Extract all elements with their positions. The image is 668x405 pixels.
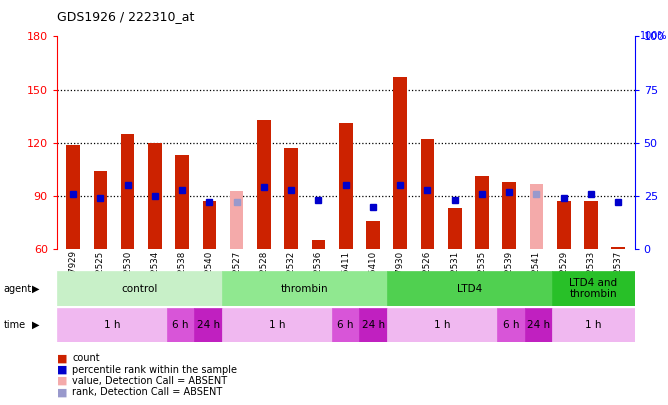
Bar — [257, 120, 271, 249]
Bar — [230, 191, 243, 249]
Bar — [148, 143, 162, 249]
Text: ■: ■ — [57, 354, 67, 363]
Bar — [222, 308, 332, 342]
Bar — [552, 271, 635, 306]
Bar — [359, 308, 387, 342]
Text: 1 h: 1 h — [585, 320, 602, 330]
Bar — [57, 308, 167, 342]
Bar — [552, 308, 635, 342]
Text: ■: ■ — [57, 365, 67, 375]
Text: 24 h: 24 h — [361, 320, 385, 330]
Bar — [557, 201, 570, 249]
Text: 6 h: 6 h — [502, 320, 519, 330]
Bar — [194, 308, 222, 342]
Text: 24 h: 24 h — [196, 320, 220, 330]
Bar — [285, 148, 298, 249]
Text: GDS1926 / 222310_at: GDS1926 / 222310_at — [57, 10, 194, 23]
Text: count: count — [72, 354, 100, 363]
Text: 100%: 100% — [639, 32, 667, 41]
Bar — [584, 201, 598, 249]
Text: 1 h: 1 h — [269, 320, 285, 330]
Bar — [448, 208, 462, 249]
Bar — [202, 201, 216, 249]
Text: ■: ■ — [57, 388, 67, 397]
Text: 1 h: 1 h — [104, 320, 120, 330]
Text: thrombin: thrombin — [281, 284, 328, 294]
Text: ■: ■ — [57, 376, 67, 386]
Bar — [524, 308, 552, 342]
Bar — [66, 145, 80, 249]
Text: 6 h: 6 h — [337, 320, 354, 330]
Bar — [611, 247, 625, 249]
Text: LTD4 and
thrombin: LTD4 and thrombin — [569, 278, 617, 299]
Text: ▶: ▶ — [32, 284, 39, 294]
Bar — [167, 308, 194, 342]
Bar — [421, 139, 434, 249]
Text: control: control — [121, 284, 158, 294]
Bar — [57, 271, 222, 306]
Text: time: time — [3, 320, 25, 330]
Text: LTD4: LTD4 — [457, 284, 482, 294]
Bar — [222, 271, 387, 306]
Text: agent: agent — [3, 284, 31, 294]
Bar — [475, 177, 489, 249]
Bar — [393, 77, 407, 249]
Bar — [387, 271, 552, 306]
Bar — [339, 123, 353, 249]
Text: 1 h: 1 h — [434, 320, 450, 330]
Bar — [387, 308, 497, 342]
Bar — [497, 308, 524, 342]
Text: ▶: ▶ — [32, 320, 39, 330]
Text: value, Detection Call = ABSENT: value, Detection Call = ABSENT — [72, 376, 227, 386]
Bar — [530, 183, 543, 249]
Bar — [311, 240, 325, 249]
Bar — [94, 171, 107, 249]
Text: rank, Detection Call = ABSENT: rank, Detection Call = ABSENT — [72, 388, 222, 397]
Text: 24 h: 24 h — [527, 320, 550, 330]
Bar — [121, 134, 134, 249]
Bar — [332, 308, 359, 342]
Text: percentile rank within the sample: percentile rank within the sample — [72, 365, 237, 375]
Bar — [366, 221, 380, 249]
Text: 6 h: 6 h — [172, 320, 189, 330]
Bar — [502, 182, 516, 249]
Bar — [175, 155, 189, 249]
